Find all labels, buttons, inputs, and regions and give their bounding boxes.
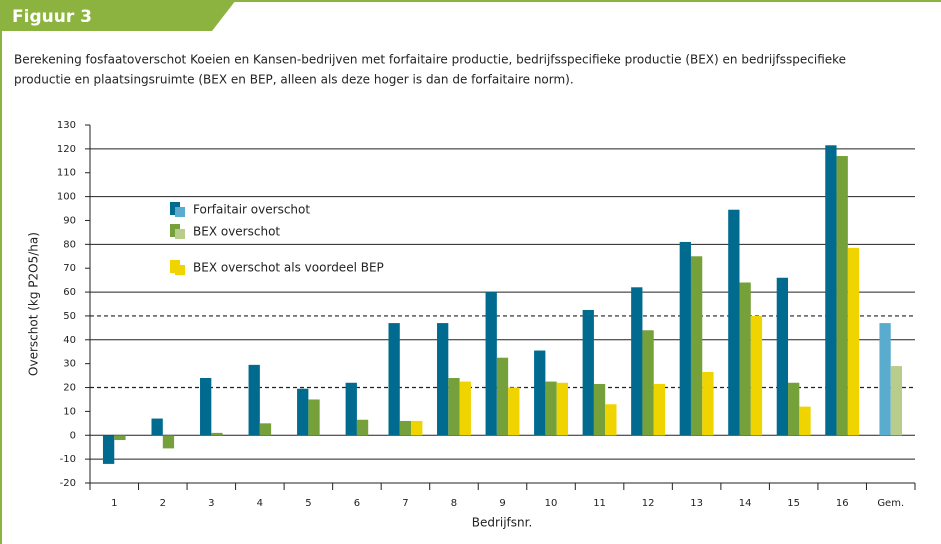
bar [653,383,666,436]
bar [437,323,449,436]
x-tick-label: Gem. [877,498,904,509]
bar [211,432,223,436]
bar [356,419,369,436]
bar [690,256,703,436]
caption: productie en plaatsingsruimte (BEX en BE… [14,73,574,87]
bar [750,315,763,436]
x-tick-label: 6 [354,498,360,509]
y-tick-label: -10 [60,454,76,465]
y-tick-label: 20 [63,383,76,394]
bar [200,377,212,436]
x-tick-label: 1 [111,498,117,509]
legend-label: Forfaitair overschot [193,203,310,217]
bar [702,372,714,436]
y-tick-label: 90 [63,215,76,226]
bar [448,377,460,436]
x-tick-label: 12 [642,498,655,509]
bar [593,383,606,436]
y-tick-label: 110 [57,168,76,179]
x-axis-label: Bedrijfsnr. [472,516,533,530]
x-tick-label: 4 [257,498,263,509]
bar [151,418,163,436]
x-tick-label: 7 [402,498,408,509]
bar [728,209,740,436]
y-tick-label: 50 [63,311,76,322]
y-tick-label: 80 [63,239,76,250]
bar [534,350,546,436]
bar [411,420,423,436]
bar [508,387,520,436]
legend-label: BEX overschot [193,225,280,239]
bar [847,247,860,436]
bar [776,277,789,436]
bar [836,156,848,436]
bar [114,435,126,441]
bar [642,330,654,436]
legend-swatch [175,207,185,217]
bar [308,399,320,436]
bar [399,420,412,436]
y-axis-label: Overschot (kg P2O5/ha) [27,232,41,376]
bar [345,382,357,436]
bar [459,381,471,436]
bar [799,406,811,436]
bar [545,381,557,436]
legend-label: BEX overschot als voordeel BEP [193,261,384,275]
legend-swatch [175,229,185,239]
x-tick-label: 15 [787,498,800,509]
figure-tab [0,0,236,31]
y-tick-label: 130 [57,120,76,131]
x-tick-label: 16 [836,498,849,509]
x-tick-label: 13 [690,498,703,509]
x-tick-label: 5 [305,498,311,509]
bar [582,309,594,436]
x-tick-label: 3 [208,498,214,509]
y-tick-label: 0 [70,430,76,441]
bar [162,435,175,449]
bar [485,292,497,436]
x-tick-label: 2 [160,498,166,509]
bar [248,364,260,436]
legend-swatch [175,265,185,275]
bar [556,382,568,436]
x-tick-label: 14 [739,498,752,509]
bar [890,366,903,436]
x-tick-label: 11 [593,498,606,509]
bar [605,404,617,436]
bar [825,145,837,436]
figure-label: Figuur 3 [12,7,92,27]
bar [388,323,400,436]
x-tick-label: 9 [499,498,505,509]
bar [739,282,751,436]
y-tick-label: 60 [63,287,76,298]
y-tick-label: 30 [63,359,76,370]
y-tick-label: 40 [63,335,76,346]
x-tick-label: 10 [545,498,558,509]
caption: Berekening fosfaatoverschot Koeien en Ka… [14,53,846,67]
y-tick-label: 70 [63,263,76,274]
x-tick-label: 8 [451,498,457,509]
bar [259,423,272,436]
bar [297,388,309,436]
bar [631,287,643,436]
y-tick-label: 120 [57,144,76,155]
bar [102,435,115,464]
bar [496,357,509,436]
bar [788,382,800,436]
bar [679,241,691,436]
y-tick-label: 10 [63,406,76,417]
y-tick-label: 100 [57,192,76,203]
y-tick-label: -20 [60,478,76,489]
bar [879,323,891,436]
